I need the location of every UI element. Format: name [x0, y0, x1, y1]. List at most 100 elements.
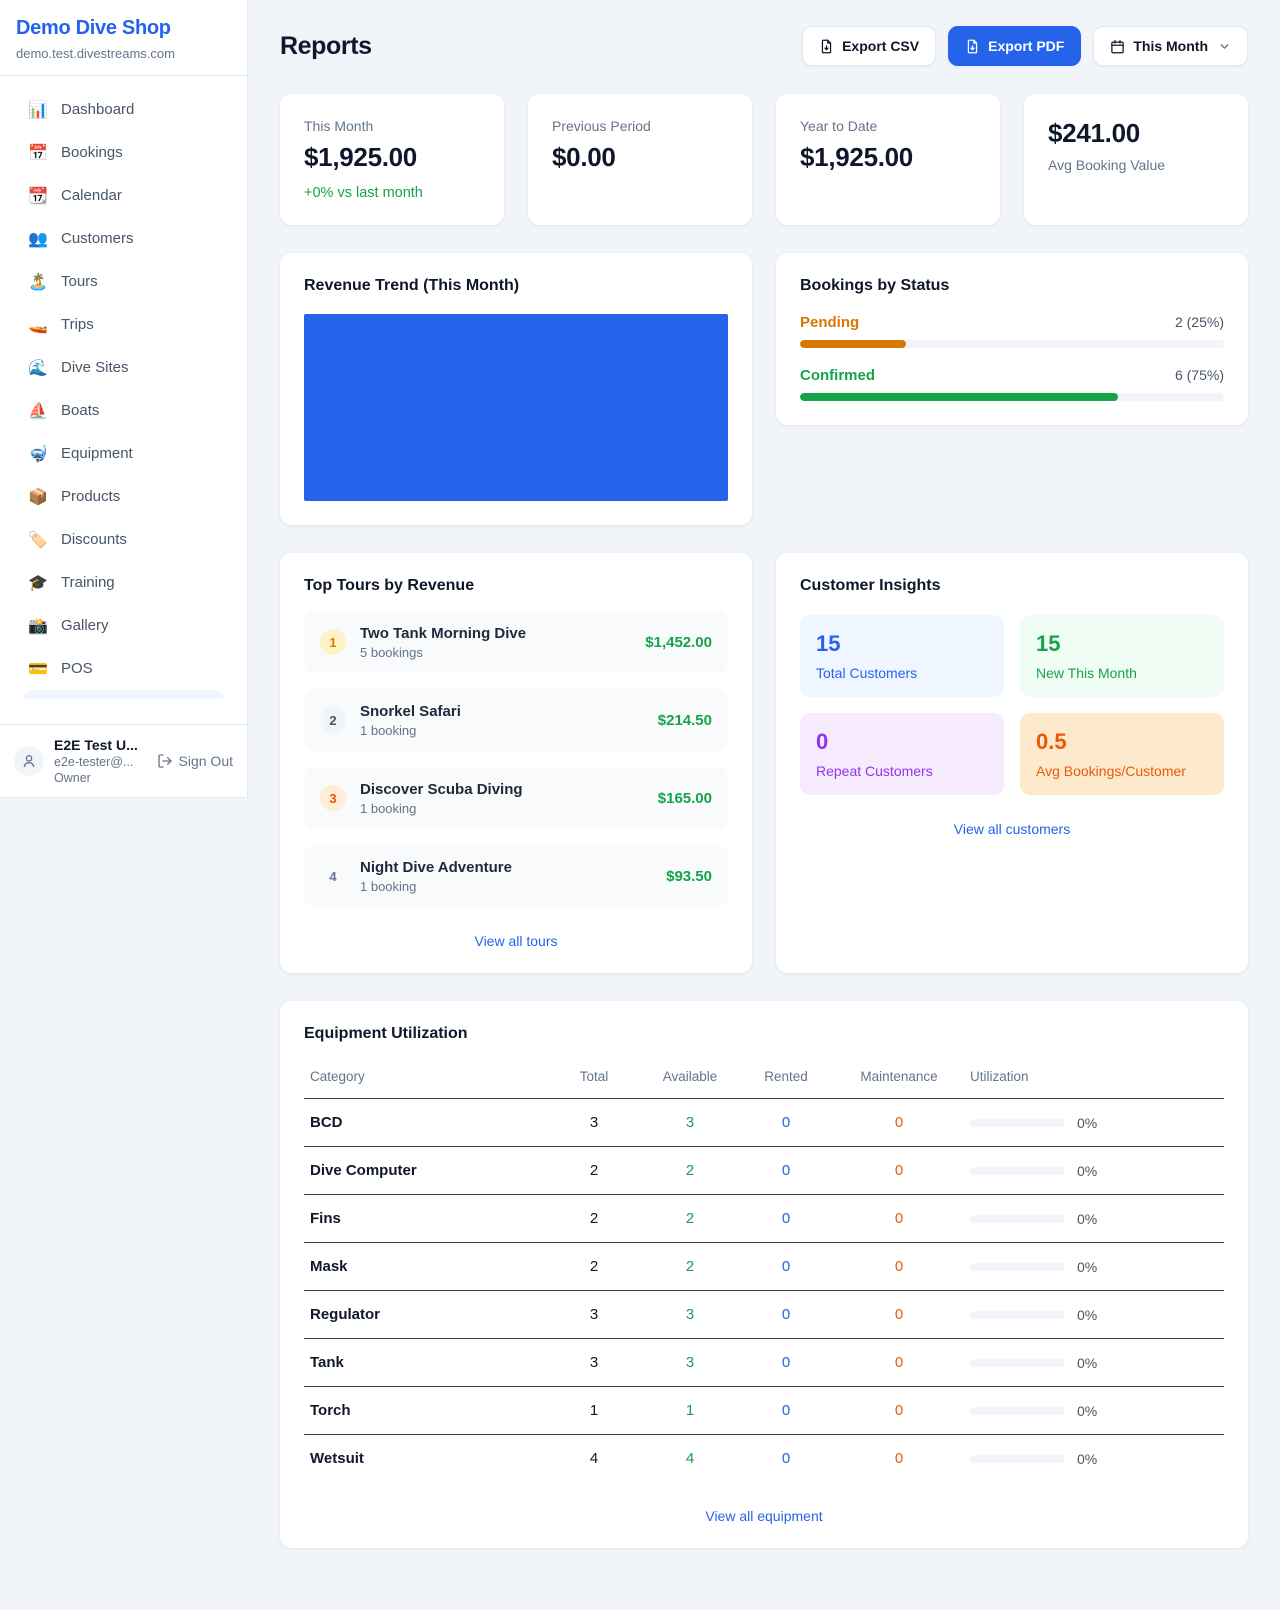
- tour-name: Snorkel Safari: [360, 702, 461, 720]
- cell-maintenance: 0: [834, 1146, 964, 1195]
- brand-box: Demo Dive Shop demo.test.divestreams.com: [0, 0, 247, 76]
- col-header-maintenance: Maintenance: [834, 1061, 964, 1099]
- cell-available: 2: [642, 1194, 738, 1243]
- sidebar-item-pos[interactable]: 💳 POS: [12, 647, 235, 690]
- stat-label: This Month: [304, 118, 374, 134]
- insights-row: Top Tours by Revenue 1 Two Tank Morning …: [280, 553, 1248, 973]
- sidebar-item-boats[interactable]: ⛵ Boats: [12, 389, 235, 432]
- page-title: Reports: [280, 31, 372, 60]
- person-icon: [23, 755, 35, 768]
- charts-row: Revenue Trend (This Month) Bookings by S…: [280, 253, 1248, 525]
- cell-utilization: 0%: [964, 1386, 1224, 1435]
- sidebar-item-calendar[interactable]: 📆 Calendar: [12, 174, 235, 217]
- table-row: Wetsuit 4 4 0 0 0%: [304, 1435, 1224, 1483]
- revenue-trend-card: Revenue Trend (This Month): [280, 253, 752, 525]
- sidebar-item-equipment[interactable]: 🤿 Equipment: [12, 432, 235, 475]
- sidebar-item-dashboard[interactable]: 📊 Dashboard: [12, 88, 235, 131]
- sidebar-item-customers[interactable]: 👥 Customers: [12, 217, 235, 260]
- period-label: This Month: [1133, 38, 1208, 54]
- file-download-icon: [821, 39, 832, 53]
- page-header: Reports Export CSV Export PDF This Month: [280, 26, 1248, 66]
- cell-utilization: 0%: [964, 1098, 1224, 1147]
- equipment-utilization-card: Equipment Utilization Category Total Ava…: [280, 1001, 1248, 1548]
- tour-name: Night Dive Adventure: [360, 858, 512, 876]
- cell-available: 2: [642, 1146, 738, 1195]
- insight-label: New This Month: [1036, 665, 1137, 681]
- tour-name: Two Tank Morning Dive: [360, 624, 527, 642]
- sidebar-item-dive-sites[interactable]: 🌊 Dive Sites: [12, 346, 235, 389]
- stat-delta: +0% vs last month: [304, 185, 423, 201]
- progress-track: [800, 393, 1224, 401]
- revenue-trend-title: Revenue Trend (This Month): [304, 277, 520, 294]
- cell-total: 2: [546, 1146, 642, 1195]
- status-row-confirmed: Confirmed 6 (75%): [800, 367, 1224, 401]
- cell-category: Regulator: [304, 1290, 546, 1339]
- graduation-cap-icon: 🎓: [28, 574, 48, 592]
- sidebar-item-discounts[interactable]: 🏷️ Discounts: [12, 518, 235, 561]
- header-actions: Export CSV Export PDF This Month: [802, 26, 1248, 66]
- insight-tile-avg-bookings: 0.5 Avg Bookings/Customer: [1020, 713, 1224, 795]
- col-header-rented: Rented: [738, 1061, 834, 1099]
- table-header-row: Category Total Available Rented Maintena…: [304, 1061, 1224, 1099]
- table-row: Regulator 3 3 0 0 0%: [304, 1290, 1224, 1339]
- sidebar-item-reports-active-partial[interactable]: [24, 690, 223, 699]
- sidebar-item-label: POS: [61, 660, 93, 677]
- period-dropdown[interactable]: This Month: [1093, 26, 1248, 66]
- tour-name: Discover Scuba Diving: [360, 780, 523, 798]
- cell-rented: 0: [738, 1242, 834, 1291]
- island-icon: 🏝️: [28, 273, 48, 291]
- utilization-bar: [970, 1310, 1065, 1319]
- status-label-pending: Pending: [800, 314, 860, 331]
- stat-value: $1,925.00: [304, 142, 417, 172]
- col-header-category: Category: [304, 1061, 546, 1099]
- cell-rented: 0: [738, 1338, 834, 1387]
- cell-total: 3: [546, 1290, 642, 1339]
- progress-track: [800, 340, 1224, 348]
- rank-badge: 1: [320, 629, 346, 655]
- sign-out-button[interactable]: Sign Out: [157, 753, 233, 769]
- chevron-down-icon: [1220, 43, 1229, 49]
- progress-fill-confirmed: [800, 393, 1118, 401]
- progress-fill-pending: [800, 340, 906, 348]
- sidebar-item-products[interactable]: 📦 Products: [12, 475, 235, 518]
- table-row: Tank 3 3 0 0 0%: [304, 1338, 1224, 1387]
- sidebar-item-tours[interactable]: 🏝️ Tours: [12, 260, 235, 303]
- insight-value: 0: [816, 729, 829, 754]
- insight-label: Repeat Customers: [816, 763, 933, 779]
- sidebar-item-bookings[interactable]: 📅 Bookings: [12, 131, 235, 174]
- tag-icon: 🏷️: [28, 531, 48, 549]
- view-all-tours-link[interactable]: View all tours: [474, 933, 558, 949]
- view-all-customers-link[interactable]: View all customers: [953, 821, 1071, 837]
- people-icon: 👥: [28, 230, 48, 248]
- sidebar-item-label: Discounts: [61, 531, 127, 548]
- insight-label: Avg Bookings/Customer: [1036, 763, 1186, 779]
- tour-bookings: 1 booking: [360, 800, 417, 816]
- cell-maintenance: 0: [834, 1338, 964, 1387]
- rank-badge: 3: [320, 785, 346, 811]
- export-pdf-button[interactable]: Export PDF: [948, 26, 1082, 66]
- cell-total: 4: [589, 1450, 599, 1467]
- status-label-confirmed: Confirmed: [800, 367, 875, 384]
- insight-tile-new-this-month: 15 New This Month: [1020, 615, 1224, 697]
- shop-name: Demo Dive Shop: [16, 17, 171, 39]
- insight-value: 15: [1036, 631, 1061, 656]
- cell-category: Tank: [304, 1338, 546, 1387]
- logout-icon: [157, 754, 172, 768]
- sidebar-item-trips[interactable]: 🚤 Trips: [12, 303, 235, 346]
- status-value-confirmed: 6 (75%): [1174, 367, 1224, 383]
- sidebar-item-label: Boats: [61, 402, 100, 419]
- export-csv-button[interactable]: Export CSV: [802, 26, 937, 66]
- tour-bookings: 1 booking: [360, 722, 417, 738]
- sidebar-item-gallery[interactable]: 📸 Gallery: [12, 604, 235, 647]
- cell-total: 3: [546, 1338, 642, 1387]
- top-tours-card: Top Tours by Revenue 1 Two Tank Morning …: [280, 553, 752, 973]
- stat-card-year-to-date: Year to Date $1,925.00: [776, 94, 1000, 225]
- cell-maintenance: 0: [834, 1194, 964, 1243]
- utilization-bar: [970, 1454, 1065, 1463]
- tour-bookings: 5 bookings: [360, 644, 423, 660]
- view-all-equipment-link[interactable]: View all equipment: [705, 1508, 823, 1524]
- sidebar-item-label: Dashboard: [61, 101, 135, 118]
- sidebar-item-label: Training: [61, 574, 115, 591]
- cell-rented: 0: [738, 1098, 834, 1147]
- sidebar-item-training[interactable]: 🎓 Training: [12, 561, 235, 604]
